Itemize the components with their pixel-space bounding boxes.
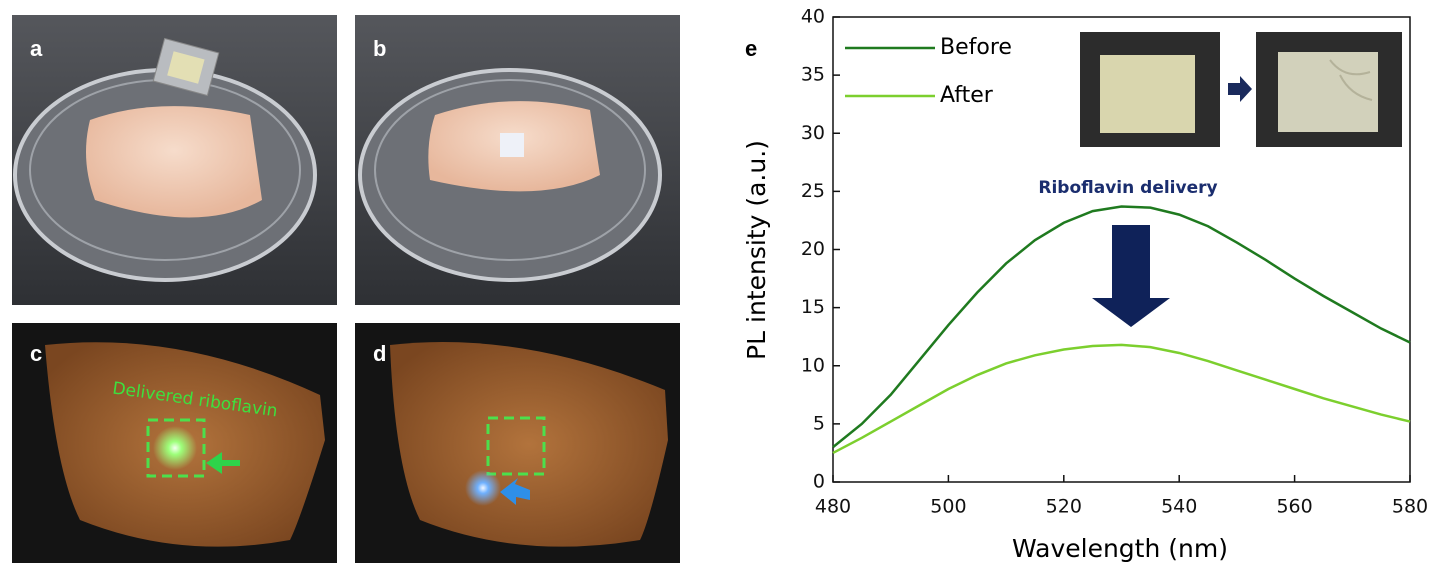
y-tick-label: 15 — [801, 296, 825, 318]
y-axis-label: PL intensity (a.u.) — [742, 140, 771, 360]
x-axis-label: Wavelength (nm) — [1012, 534, 1228, 563]
photo-b: b — [355, 15, 680, 305]
figure: a b Delivered riboflavin c d e Ri — [0, 0, 1439, 567]
y-tick-label: 0 — [813, 471, 825, 493]
y-tick-label: 30 — [801, 122, 825, 144]
y-tick-label: 10 — [801, 354, 825, 376]
x-tick-label: 540 — [1161, 496, 1197, 518]
x-tick-label: 480 — [815, 496, 851, 518]
x-tick-label: 520 — [1046, 496, 1082, 518]
panel-label: b — [373, 36, 386, 61]
legend-label: Before — [940, 35, 1012, 60]
x-tick-label: 560 — [1276, 496, 1312, 518]
panel-label: e — [745, 36, 757, 61]
panel-label: a — [30, 36, 43, 61]
photo-a: a — [12, 15, 337, 305]
panel-label: c — [30, 341, 42, 366]
y-tick-label: 5 — [813, 412, 825, 434]
photo-c: Delivered riboflavin c — [12, 323, 337, 563]
x-tick-label: 500 — [930, 496, 966, 518]
y-tick-label: 40 — [801, 6, 825, 28]
panel-label: d — [373, 341, 386, 366]
photo-d: d — [355, 323, 680, 563]
annotation: Riboflavin delivery — [1038, 178, 1217, 198]
y-tick-label: 25 — [801, 180, 825, 202]
y-tick-label: 20 — [801, 238, 825, 260]
legend-label: After — [940, 83, 994, 108]
arrow — [1092, 225, 1170, 327]
y-tick-label: 35 — [801, 64, 825, 86]
x-tick-label: 580 — [1392, 496, 1428, 518]
inset-photos — [1080, 32, 1402, 147]
